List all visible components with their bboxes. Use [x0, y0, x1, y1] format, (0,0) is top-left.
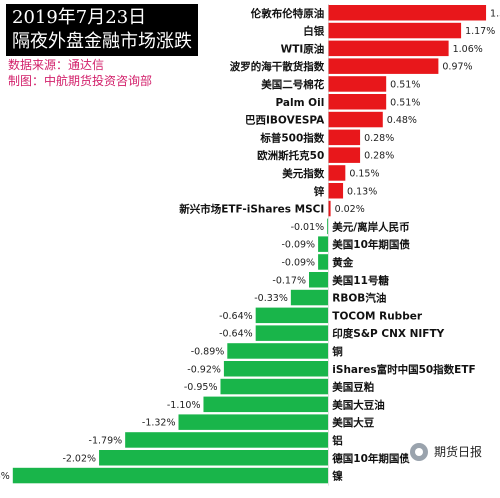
- category-label-6: 巴西IBOVESPA: [245, 115, 325, 127]
- bar-20: [223, 361, 329, 377]
- value-label-3: 0.97%: [442, 62, 472, 73]
- chart-title: 隔夜外盘金融市场涨跌: [12, 31, 192, 52]
- bar-3: [328, 58, 439, 74]
- bar-21: [220, 378, 329, 395]
- bar-8: [328, 147, 361, 163]
- value-label-16: -0.33%: [254, 293, 288, 304]
- watermark-text: 期货日报: [434, 445, 483, 459]
- value-label-19: -0.89%: [191, 346, 225, 357]
- bar-16: [290, 289, 329, 306]
- value-label-17: -0.64%: [219, 311, 253, 322]
- category-label-1: 白银: [303, 25, 324, 38]
- bar-23: [178, 414, 329, 430]
- category-label-26: 镍: [332, 470, 343, 483]
- bar-2: [328, 40, 449, 57]
- bar-17: [255, 307, 329, 324]
- chart-date-title: 2019年7月23日: [12, 7, 147, 28]
- title-box: 2019年7月23日 隔夜外盘金融市场涨跌: [6, 4, 198, 56]
- bar-26: [12, 467, 329, 484]
- category-label-16: RBOB汽油: [332, 292, 386, 305]
- category-label-15: 美国11号糖: [332, 274, 389, 287]
- value-label-23: -1.32%: [142, 418, 176, 429]
- value-label-12: -0.01%: [291, 222, 325, 233]
- bar-24: [125, 432, 329, 448]
- bar-0: [328, 5, 487, 21]
- category-label-13: 美国10年期国债: [332, 238, 410, 251]
- category-label-22: 美国大豆油: [332, 398, 385, 411]
- category-label-18: 印度S&P CNX NIFTY: [332, 327, 444, 340]
- category-label-10: 锌: [314, 185, 325, 198]
- bar-4: [328, 76, 387, 92]
- category-label-17: TOCOM Rubber: [332, 310, 423, 322]
- value-label-0: 1.39%: [490, 8, 500, 19]
- bar-7: [328, 129, 361, 146]
- bar-19: [227, 343, 329, 359]
- value-label-9: 0.15%: [349, 168, 379, 179]
- bar-11: [328, 200, 331, 217]
- bar-5: [328, 94, 387, 110]
- value-label-13: -0.09%: [281, 240, 315, 251]
- category-label-24: 铝: [332, 434, 343, 447]
- bar-13: [318, 236, 329, 252]
- category-label-8: 欧洲斯托克50: [257, 149, 324, 162]
- bar-18: [255, 325, 329, 341]
- value-label-24: -1.79%: [89, 435, 123, 446]
- data-source-note: 数据来源：通达信: [8, 58, 105, 72]
- value-label-14: -0.09%: [281, 257, 315, 268]
- category-label-23: 美国大豆: [332, 416, 374, 429]
- category-label-14: 黄金: [332, 256, 353, 269]
- bar-9: [328, 165, 346, 181]
- value-label-21: -0.95%: [184, 382, 218, 393]
- wechat-logo-icon: [410, 443, 428, 461]
- category-label-5: Palm Oil: [275, 97, 324, 109]
- category-label-3: 波罗的海干散货指数: [230, 60, 325, 73]
- category-label-2: WTI原油: [281, 42, 325, 55]
- watermark: 期货日报: [408, 441, 498, 463]
- value-label-4: 0.51%: [390, 79, 420, 90]
- value-label-7: 0.28%: [364, 133, 394, 144]
- value-label-22: -1.10%: [167, 400, 201, 411]
- bar-25: [99, 450, 329, 466]
- value-label-2: 1.06%: [453, 44, 483, 55]
- bar-14: [318, 254, 329, 270]
- category-label-11: 新兴市场ETF-iShares MSCI: [179, 203, 324, 216]
- bar-6: [328, 111, 383, 128]
- category-label-19: 铜: [332, 345, 343, 358]
- category-label-0: 伦敦布伦特原油: [250, 7, 325, 20]
- value-label-18: -0.64%: [219, 329, 253, 340]
- category-label-9: 美元指数: [282, 167, 324, 180]
- category-label-21: 美国豆粕: [332, 381, 374, 394]
- value-label-26: -2.78%: [0, 471, 10, 482]
- value-label-6: 0.48%: [387, 115, 417, 126]
- category-label-4: 美国二号棉花: [261, 78, 324, 91]
- value-label-20: -0.92%: [187, 364, 221, 375]
- category-label-25: 德国10年期国债: [331, 452, 410, 465]
- value-label-5: 0.51%: [390, 97, 420, 108]
- bar-1: [328, 22, 462, 39]
- chart-maker-note: 制图：中航期货投资咨询部: [8, 74, 153, 88]
- bar-12: [327, 218, 329, 235]
- value-label-11: 0.02%: [335, 204, 365, 215]
- bar-10: [328, 183, 344, 199]
- value-label-8: 0.28%: [364, 151, 394, 162]
- bar-22: [203, 396, 329, 413]
- category-label-20: iShares富时中国50指数ETF: [332, 363, 475, 376]
- category-label-7: 标普500指数: [259, 131, 324, 144]
- value-label-15: -0.17%: [272, 275, 306, 286]
- value-label-1: 1.17%: [465, 26, 495, 37]
- bar-15: [309, 272, 329, 288]
- category-label-12: 美元/离岸人民币: [332, 220, 409, 233]
- value-label-25: -2.02%: [62, 453, 96, 464]
- value-label-10: 0.13%: [347, 186, 377, 197]
